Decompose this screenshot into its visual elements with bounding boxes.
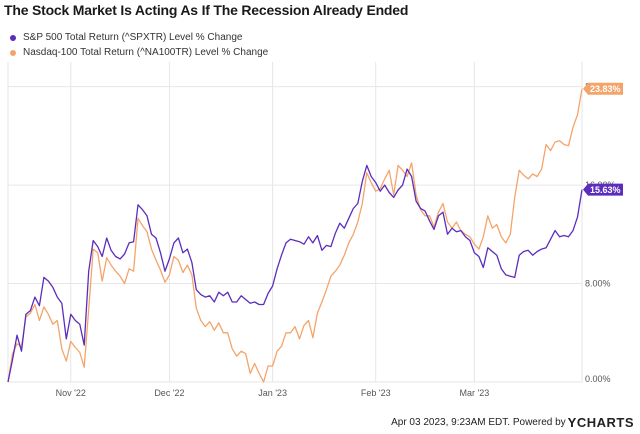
x-tick-label: Dec '22 xyxy=(154,388,184,398)
powered-by-label: Powered by xyxy=(512,417,566,428)
timestamp: Apr 03 2023, 9:23AM EDT. xyxy=(391,417,511,428)
end-badge-ndx xyxy=(583,82,623,95)
y-tick-label: 8.00% xyxy=(585,279,611,289)
end-value-label: 15.63% xyxy=(590,185,621,195)
legend-dot-icon xyxy=(10,49,16,56)
legend-item-ndx[interactable]: Nasdaq-100 Total Return (^NA100TR) Level… xyxy=(6,45,268,60)
legend-item-spx[interactable]: S&P 500 Total Return (^SPXTR) Level % Ch… xyxy=(6,30,268,45)
end-value-label: 23.83% xyxy=(590,84,621,94)
legend-label: Nasdaq-100 Total Return (^NA100TR) Level… xyxy=(23,47,269,58)
end-badge-spx xyxy=(583,183,623,196)
chart-title: The Stock Market Is Acting As If The Rec… xyxy=(4,2,409,18)
series-line-ndx xyxy=(7,88,583,383)
x-tick-label: Mar '23 xyxy=(460,388,490,398)
series-line-spx xyxy=(7,164,583,383)
x-tick-label: Jan '23 xyxy=(258,388,287,398)
legend: S&P 500 Total Return (^SPXTR) Level % Ch… xyxy=(6,30,268,60)
footer: Apr 03 2023, 9:23AM EDT. Powered by YCHA… xyxy=(391,415,634,430)
legend-label: S&P 500 Total Return (^SPXTR) Level % Ch… xyxy=(23,32,243,43)
ycharts-logo[interactable]: YCHARTS xyxy=(567,415,634,430)
y-tick-label: 0.00% xyxy=(585,374,611,384)
legend-dot-icon xyxy=(10,34,16,41)
x-tick-label: Feb '23 xyxy=(361,388,391,398)
x-tick-label: Nov '22 xyxy=(56,388,86,398)
